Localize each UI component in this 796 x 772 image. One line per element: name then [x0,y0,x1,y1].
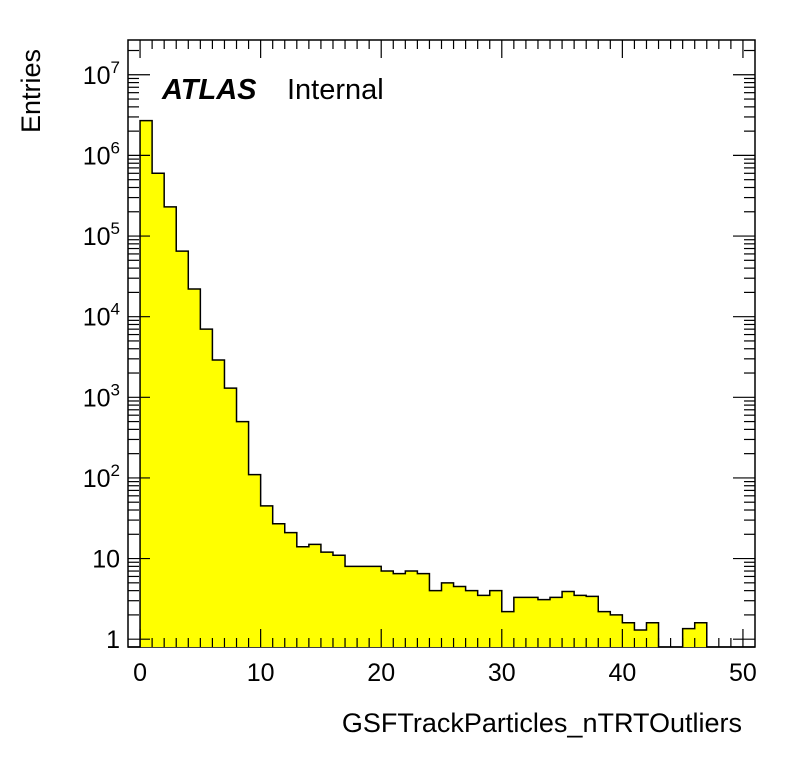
histogram-fill [140,120,707,647]
x-tick-label: 40 [608,659,636,687]
y-tick-label: 106 [83,138,120,170]
y-tick-label: 104 [83,300,120,332]
y-axis-title: Entries [16,49,46,133]
y-axis-tick-labels: 1 10 102 103 104 105 106 107 [83,58,120,654]
y-tick-label: 1 [106,626,120,654]
x-tick-label: 30 [488,659,516,687]
x-axis-ticks [139,40,744,647]
histogram-outline [128,119,755,648]
x-axis-title: GSFTrackParticles_nTRTOutliers [342,708,742,738]
y-axis-ticks [128,49,755,640]
y-tick-label: 107 [83,58,120,90]
x-tick-label: 20 [367,659,395,687]
atlas-label: ATLAS [161,74,257,106]
y-tick-label: 105 [83,219,120,251]
x-tick-label: 50 [729,659,757,687]
y-tick-label: 102 [83,461,120,493]
x-tick-label: 10 [247,659,275,687]
internal-label: Internal [287,74,384,106]
x-tick-label: 0 [133,659,147,687]
x-axis-tick-labels: 0 10 20 30 40 50 [133,659,757,687]
y-tick-label: 103 [83,380,120,412]
y-tick-label: 10 [92,546,120,574]
